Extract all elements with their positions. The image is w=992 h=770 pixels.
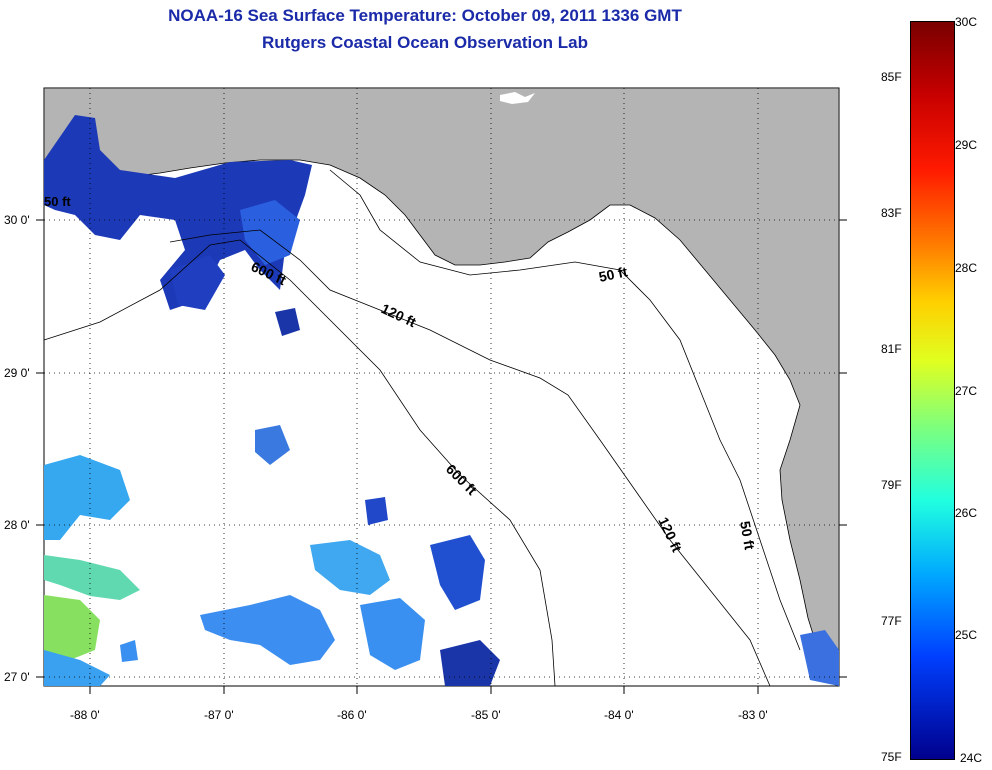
lon-label-87: -87 0' xyxy=(204,708,234,722)
cbar-label-81f: 81F xyxy=(881,342,902,356)
map-subtitle: Rutgers Coastal Ocean Observation Lab xyxy=(262,33,588,52)
axis-ticks xyxy=(36,219,847,694)
cbar-label-29c: 29C xyxy=(955,138,978,152)
cbar-label-77f: 77F xyxy=(881,614,902,628)
cbar-label-30c: 30C xyxy=(955,15,978,29)
lat-label-27: 27 0' xyxy=(4,670,30,684)
lon-label-85: -85 0' xyxy=(471,708,501,722)
lon-label-83: -83 0' xyxy=(738,708,768,722)
cbar-label-75f: 75F xyxy=(881,750,902,764)
lat-label-29: 29 0' xyxy=(4,366,30,380)
cbar-label-79f: 79F xyxy=(881,478,902,492)
cbar-label-26c: 26C xyxy=(955,506,978,520)
contour-label-50ft-south: 50 ft xyxy=(737,520,758,551)
map-title: NOAA-16 Sea Surface Temperature: October… xyxy=(168,6,682,25)
cbar-label-83f: 83F xyxy=(881,206,902,220)
inland-lake xyxy=(500,92,535,104)
lon-label-84: -84 0' xyxy=(604,708,634,722)
cbar-label-25c: 25C xyxy=(955,628,978,642)
lon-label-88: -88 0' xyxy=(70,708,100,722)
contour-label-50ft-east: 50 ft xyxy=(597,263,629,285)
cbar-label-24c: 24C xyxy=(960,751,983,765)
cbar-label-85f: 85F xyxy=(881,70,902,84)
temperature-colorbar xyxy=(910,21,955,760)
lon-label-86: -86 0' xyxy=(337,708,367,722)
cbar-label-27c: 27C xyxy=(955,384,978,398)
bathymetry-contours xyxy=(43,169,801,687)
cbar-label-28c: 28C xyxy=(955,261,978,275)
contour-label-50ft-west: 50 ft xyxy=(44,194,71,209)
lat-label-28: 28 0' xyxy=(4,518,30,532)
lat-label-30: 30 0' xyxy=(4,213,30,227)
